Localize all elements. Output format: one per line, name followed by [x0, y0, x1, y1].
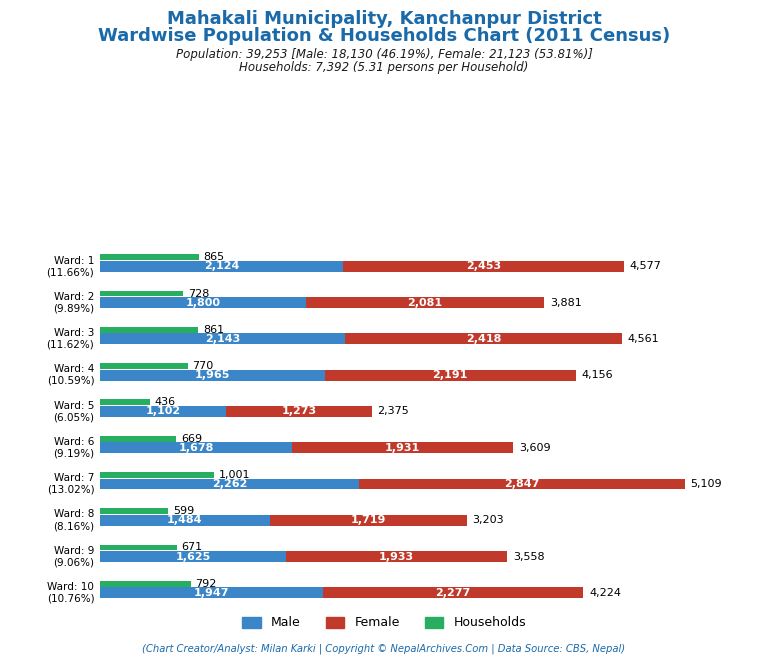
Bar	[100, 551, 286, 562]
Text: 1,933: 1,933	[379, 551, 414, 561]
Text: 3,203: 3,203	[472, 515, 504, 525]
Text: Mahakali Municipality, Kanchanpur District: Mahakali Municipality, Kanchanpur Distri…	[167, 10, 601, 28]
Text: 669: 669	[181, 434, 202, 444]
Bar	[286, 551, 507, 562]
Bar	[343, 261, 624, 272]
Text: 3,558: 3,558	[513, 551, 545, 561]
Bar	[359, 478, 685, 490]
Text: 2,453: 2,453	[466, 261, 501, 271]
Bar	[346, 334, 622, 344]
Text: Population: 39,253 [Male: 18,130 (46.19%), Female: 21,123 (53.81%)]: Population: 39,253 [Male: 18,130 (46.19%…	[176, 48, 592, 61]
Text: 1,102: 1,102	[145, 406, 180, 416]
Text: 728: 728	[188, 288, 209, 298]
Bar	[323, 587, 584, 598]
Bar	[100, 472, 214, 478]
Legend: Male, Female, Households: Male, Female, Households	[237, 611, 531, 635]
Text: Households: 7,392 (5.31 persons per Household): Households: 7,392 (5.31 persons per Hous…	[240, 61, 528, 75]
Text: Wardwise Population & Households Chart (2011 Census): Wardwise Population & Households Chart (…	[98, 27, 670, 45]
Text: 861: 861	[203, 325, 224, 335]
Text: 1,947: 1,947	[194, 588, 229, 598]
Text: 4,577: 4,577	[630, 261, 661, 271]
Bar	[100, 515, 270, 525]
Text: 1,625: 1,625	[175, 551, 210, 561]
Text: 770: 770	[193, 361, 214, 371]
Bar	[100, 545, 177, 550]
Text: 671: 671	[181, 542, 203, 552]
Bar	[100, 290, 184, 296]
Text: 436: 436	[154, 398, 175, 408]
Text: 2,143: 2,143	[205, 334, 240, 344]
Bar	[100, 261, 343, 272]
Text: (Chart Creator/Analyst: Milan Karki | Copyright © NepalArchives.Com | Data Sourc: (Chart Creator/Analyst: Milan Karki | Co…	[142, 643, 626, 654]
Text: 3,881: 3,881	[550, 298, 581, 308]
Text: 1,273: 1,273	[281, 406, 316, 416]
Text: 792: 792	[195, 579, 217, 589]
Bar	[100, 297, 306, 308]
Bar	[100, 581, 190, 587]
Bar	[100, 334, 346, 344]
Text: 4,156: 4,156	[581, 370, 613, 380]
Text: 3,609: 3,609	[519, 443, 551, 453]
Text: 2,418: 2,418	[466, 334, 502, 344]
Bar	[100, 370, 325, 380]
Text: 2,847: 2,847	[504, 479, 540, 489]
Bar	[100, 508, 168, 514]
Bar	[100, 587, 323, 598]
Bar	[100, 363, 188, 369]
Text: 5,109: 5,109	[690, 479, 722, 489]
Text: 1,800: 1,800	[185, 298, 220, 308]
Text: 4,224: 4,224	[589, 588, 621, 598]
Bar	[226, 406, 372, 417]
Bar	[100, 406, 226, 417]
Text: 2,081: 2,081	[408, 298, 442, 308]
Bar	[100, 400, 150, 405]
Bar	[100, 254, 199, 260]
Text: 2,191: 2,191	[432, 370, 468, 380]
Text: 1,484: 1,484	[167, 515, 203, 525]
Text: 599: 599	[173, 506, 194, 516]
Text: 1,001: 1,001	[219, 470, 250, 480]
Bar	[100, 442, 292, 453]
Text: 2,262: 2,262	[212, 479, 247, 489]
Bar	[306, 297, 545, 308]
Bar	[100, 436, 177, 442]
Bar	[100, 327, 198, 333]
Bar	[325, 370, 576, 380]
Bar	[270, 515, 467, 525]
Text: 4,561: 4,561	[627, 334, 660, 344]
Text: 1,965: 1,965	[194, 370, 230, 380]
Text: 2,277: 2,277	[435, 588, 471, 598]
Bar	[100, 478, 359, 490]
Text: 1,931: 1,931	[385, 443, 420, 453]
Text: 2,375: 2,375	[378, 406, 409, 416]
Text: 865: 865	[204, 252, 224, 262]
Text: 1,719: 1,719	[350, 515, 386, 525]
Text: 2,124: 2,124	[204, 261, 239, 271]
Bar	[292, 442, 513, 453]
Text: 1,678: 1,678	[178, 443, 214, 453]
